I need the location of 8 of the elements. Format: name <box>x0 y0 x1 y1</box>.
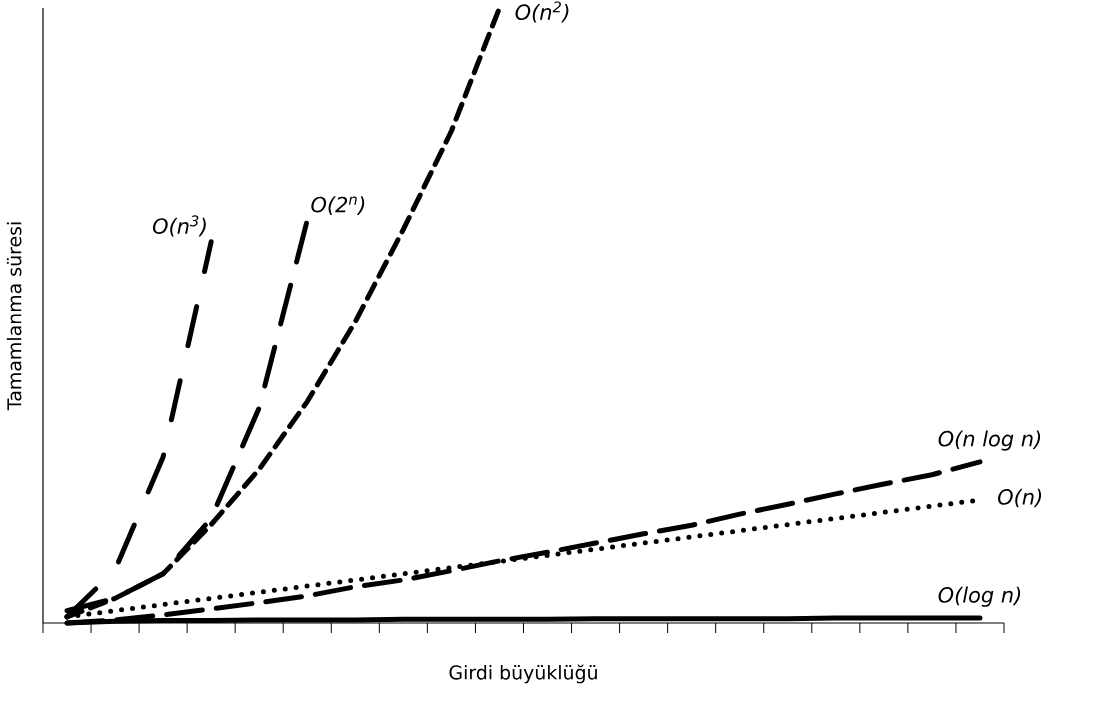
series-label: O(n$^{3}$) <box>152 215 206 237</box>
x-axis-title: Girdi büyüklüğü <box>449 664 597 684</box>
series-label: O(n log n) <box>938 430 1041 451</box>
series-label: O(n$^{2}$) <box>515 1 569 23</box>
series-label: O(log n) <box>938 586 1021 607</box>
y-axis-title: Tamamlanma süresi <box>6 222 22 411</box>
series-label: O(2$^{n}$) <box>311 196 365 215</box>
series-label: O(n) <box>998 488 1042 508</box>
